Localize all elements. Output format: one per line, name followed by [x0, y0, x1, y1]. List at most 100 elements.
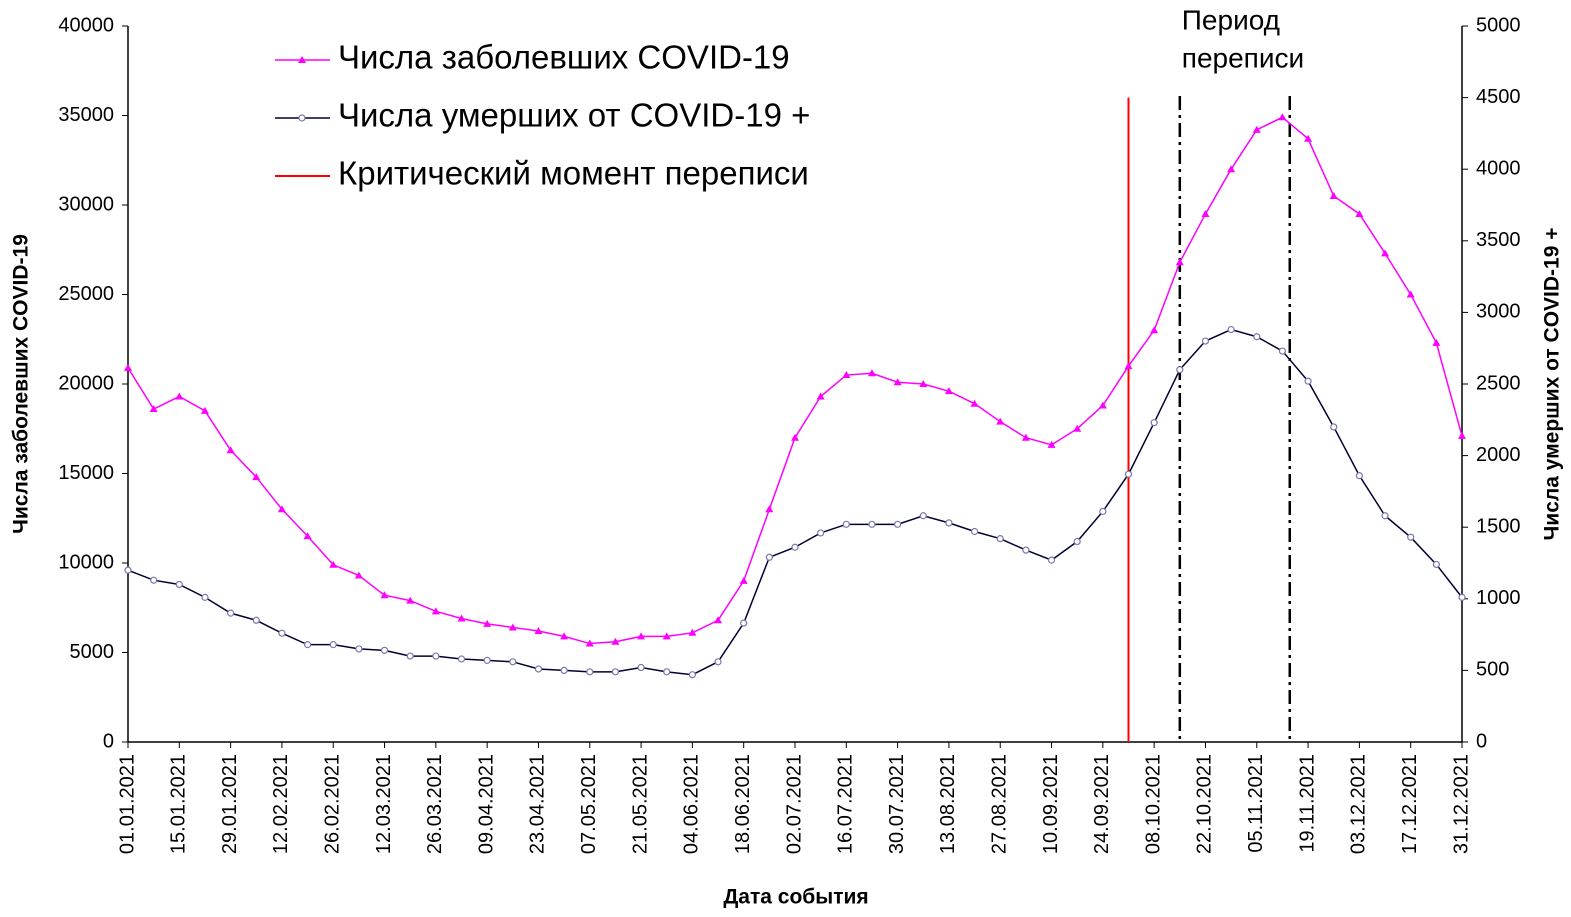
data-point [457, 614, 466, 622]
data-point [1458, 593, 1466, 601]
y2-tick-label: 4000 [1476, 157, 1521, 179]
data-point [867, 369, 876, 377]
data-point [919, 512, 927, 520]
data-point [868, 520, 876, 528]
y2-tick-label: 500 [1476, 659, 1509, 681]
x-tick-label: 02.07.2021 [783, 754, 805, 854]
data-point [1022, 546, 1030, 554]
x-tick-label: 12.02.2021 [270, 754, 292, 854]
x-axis-title: Дата события [723, 886, 868, 909]
data-point [200, 406, 209, 414]
data-point [227, 609, 235, 617]
data-point [663, 668, 671, 676]
x-tick-label: 03.12.2021 [1348, 754, 1370, 854]
data-point [1047, 556, 1056, 564]
data-point [611, 637, 620, 645]
data-point [791, 433, 799, 441]
y2-tick-label: 3000 [1476, 301, 1521, 323]
data-point [1458, 431, 1466, 439]
data-point [893, 378, 902, 386]
data-point [739, 576, 748, 584]
data-point [329, 641, 337, 649]
data-point [1407, 533, 1415, 541]
data-point [688, 671, 696, 679]
period-annotation: Период [1182, 4, 1280, 35]
data-point [688, 628, 697, 636]
data-point [1201, 209, 1210, 217]
data-point [1330, 423, 1338, 431]
series-line [127, 116, 1463, 645]
data-point [1073, 537, 1081, 546]
data-point [714, 658, 722, 666]
data-point [1047, 440, 1056, 448]
data-point [252, 473, 261, 481]
y-tick-label: 40000 [58, 14, 114, 36]
data-point [842, 520, 850, 528]
data-point [1227, 165, 1236, 173]
data-point [303, 641, 312, 649]
data-point [816, 392, 825, 400]
data-point [1355, 209, 1364, 217]
data-point [124, 363, 132, 371]
data-point [1150, 419, 1158, 427]
data-point [817, 529, 825, 537]
data-point [252, 616, 260, 624]
series-line [127, 328, 1463, 676]
data-point [355, 645, 363, 653]
x-tick-label: 09.04.2021 [475, 754, 497, 854]
data-point [175, 580, 183, 589]
data-point [534, 627, 543, 635]
data-point [303, 532, 312, 540]
data-point [1253, 333, 1261, 341]
data-point [1304, 377, 1312, 385]
data-point [996, 417, 1005, 425]
data-point [1021, 433, 1030, 441]
data-point [637, 663, 645, 672]
data-point [765, 505, 774, 513]
data-point [1099, 507, 1107, 516]
data-point [944, 387, 953, 395]
data-point [996, 535, 1004, 543]
x-tick-label: 17.12.2021 [1399, 754, 1421, 854]
x-tick-label: 16.07.2021 [835, 754, 857, 854]
data-point [201, 593, 209, 601]
data-point [431, 607, 440, 615]
x-tick-label: 27.08.2021 [989, 754, 1011, 854]
data-point [1278, 347, 1287, 355]
y-tick-label: 30000 [58, 193, 114, 215]
x-tick-label: 19.11.2021 [1296, 754, 1318, 853]
data-point [1150, 326, 1159, 334]
data-point [124, 566, 132, 574]
x-tick-label: 22.10.2021 [1194, 754, 1216, 854]
data-point [483, 656, 491, 664]
data-point [1304, 134, 1313, 142]
y2-tick-label: 4500 [1476, 86, 1521, 108]
x-tick-label: 05.11.2021 [1245, 754, 1267, 853]
data-point [586, 668, 594, 676]
data-point [765, 553, 773, 561]
data-point [1124, 470, 1133, 478]
data-point [560, 632, 569, 640]
data-point [406, 652, 414, 660]
data-point [226, 446, 235, 454]
data-point [457, 655, 466, 663]
data-point [1175, 258, 1184, 266]
data-point [329, 560, 338, 568]
x-tick-label: 12.03.2021 [373, 754, 395, 854]
data-point [1278, 113, 1287, 121]
data-point [1355, 472, 1363, 480]
x-tick-label: 04.06.2021 [681, 754, 703, 854]
data-point [585, 639, 594, 647]
data-point [1432, 338, 1441, 346]
data-point [1176, 366, 1184, 374]
data-point [277, 505, 286, 513]
data-point [919, 380, 928, 387]
legend-label: Числа заболевших COVID-19 [338, 39, 790, 76]
data-point [1406, 290, 1415, 298]
y-tick-label: 5000 [70, 641, 115, 663]
data-point [354, 571, 363, 579]
x-tick-label: 07.05.2021 [578, 754, 600, 854]
data-point [1252, 125, 1261, 133]
data-point [714, 616, 723, 624]
